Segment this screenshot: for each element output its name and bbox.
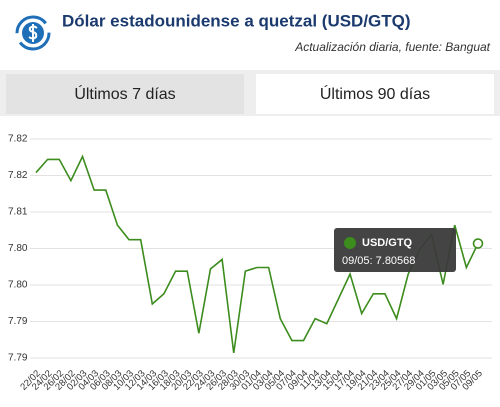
y-tick-label: 7.79 xyxy=(8,316,28,327)
y-tick-label: 7.81 xyxy=(8,207,28,218)
tab-label[interactable]: Últimos 90 días xyxy=(320,84,430,103)
app-icon xyxy=(15,15,51,51)
y-tick-label: 7.80 xyxy=(8,280,28,291)
y-tick-label: 7.79 xyxy=(8,353,28,364)
subtitle: Actualización diaria, fuente: Banguat xyxy=(294,40,490,54)
data-line xyxy=(35,154,479,354)
y-tick-label: 7.82 xyxy=(8,134,28,145)
tab[interactable] xyxy=(6,74,244,114)
tab[interactable] xyxy=(256,74,494,114)
y-tick-label: 7.82 xyxy=(8,170,28,181)
tooltip: USD/GTQ 09/05: 7.80568 xyxy=(334,228,456,272)
hover-point xyxy=(472,238,484,249)
tab-label[interactable]: Últimos 7 días xyxy=(74,84,175,103)
tooltip-series: USD/GTQ xyxy=(362,237,413,249)
tooltip-swatch xyxy=(344,237,356,249)
y-tick-label: 7.80 xyxy=(8,243,28,254)
tooltip-box xyxy=(334,228,456,272)
title: Dólar estadounidense a quetzal (USD/GTQ) xyxy=(62,11,411,30)
tooltip-text: 09/05: 7.80568 xyxy=(342,255,415,267)
